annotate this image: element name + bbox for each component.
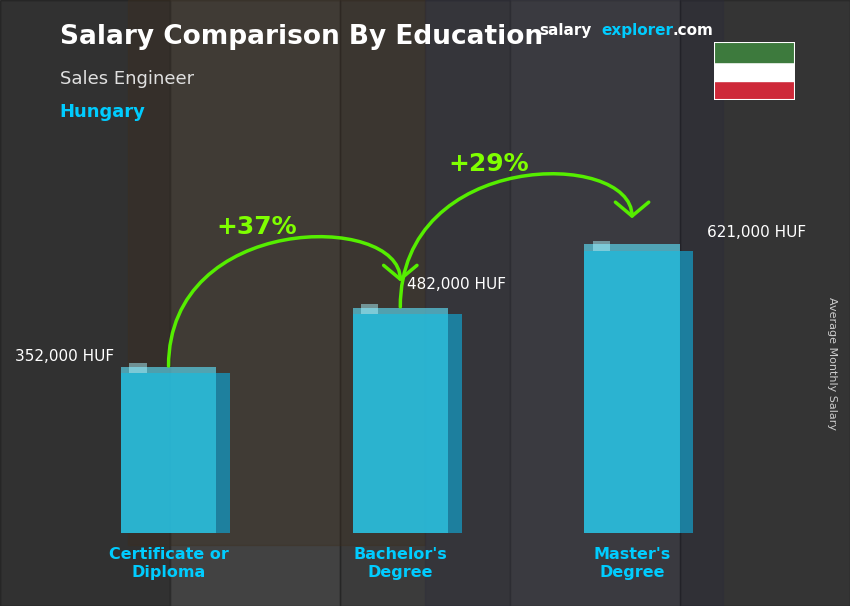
Text: Average Monthly Salary: Average Monthly Salary [827, 297, 837, 430]
Bar [714, 62, 795, 81]
FancyArrowPatch shape [168, 237, 417, 366]
Text: Sales Engineer: Sales Engineer [60, 70, 194, 88]
Bar [584, 251, 680, 533]
Bar [425, 0, 722, 606]
Bar [361, 304, 378, 314]
Bar [593, 241, 610, 251]
Bar [128, 0, 425, 545]
Bar [129, 364, 146, 373]
Text: +37%: +37% [216, 215, 297, 239]
Text: explorer: explorer [602, 23, 674, 38]
Bar [0, 0, 170, 606]
Bar [340, 0, 510, 606]
Text: 621,000 HUF: 621,000 HUF [707, 225, 806, 241]
Text: .com: .com [672, 23, 713, 38]
Bar [584, 244, 680, 251]
Bar [216, 373, 230, 533]
Bar [680, 251, 694, 533]
Bar [353, 314, 448, 533]
Bar [121, 367, 216, 373]
Bar [121, 373, 216, 533]
FancyArrowPatch shape [400, 174, 649, 307]
Bar [714, 81, 795, 100]
Bar [170, 0, 340, 606]
Text: salary: salary [540, 23, 592, 38]
Bar [510, 0, 680, 606]
Text: +29%: +29% [448, 152, 529, 176]
Text: Hungary: Hungary [60, 103, 145, 121]
Text: 482,000 HUF: 482,000 HUF [407, 278, 506, 292]
Bar [680, 0, 850, 606]
Bar [714, 42, 795, 62]
Text: Salary Comparison By Education: Salary Comparison By Education [60, 24, 542, 50]
Bar [353, 308, 448, 314]
Text: 352,000 HUF: 352,000 HUF [15, 350, 114, 364]
Bar [448, 314, 462, 533]
